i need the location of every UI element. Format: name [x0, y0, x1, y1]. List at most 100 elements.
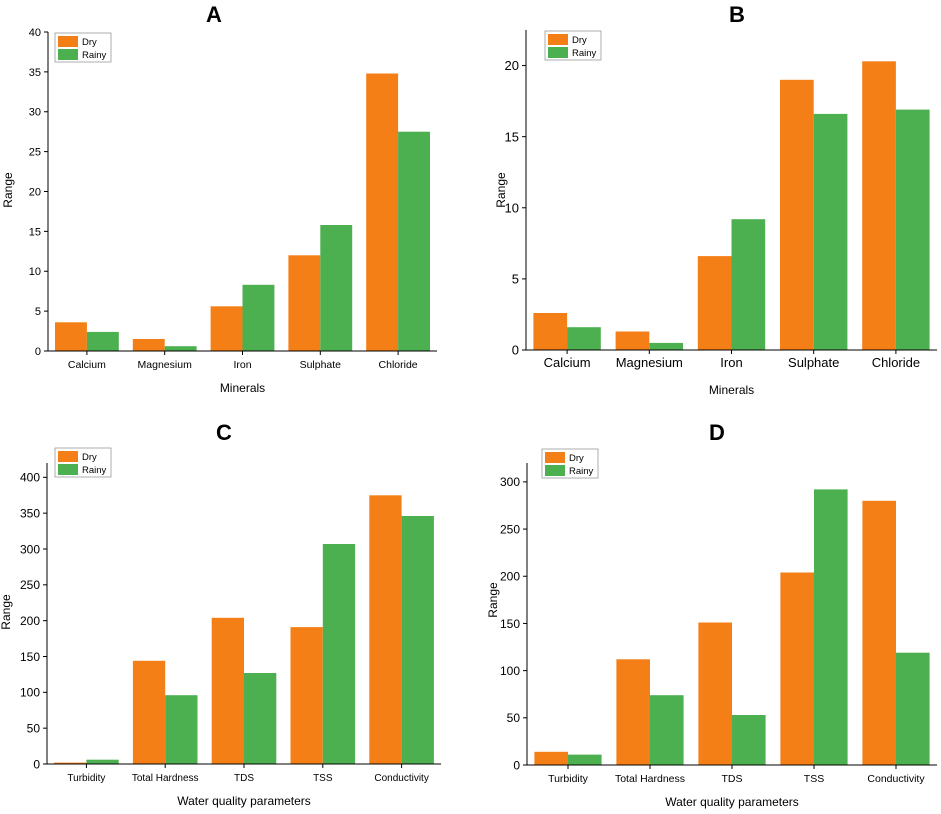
panel-d-ytick-label-4: 200	[500, 570, 520, 584]
panel-d-ytick-label-2: 100	[500, 664, 520, 678]
panel-b-legend-label-rainy: Rainy	[572, 48, 597, 59]
panel-b-legend-swatch-rainy	[548, 47, 568, 58]
panel-b-bar-dry-4	[862, 61, 896, 351]
panel-a-ytick-label-7: 35	[29, 67, 41, 79]
panel-b-ytick-label-0: 0	[512, 343, 519, 358]
panel-a-bar-dry-0	[55, 322, 87, 351]
panel-d-bar-rainy-1	[650, 695, 684, 765]
panel-d-legend-label-rainy: Rainy	[569, 466, 594, 477]
panel-c-bar-dry-2	[211, 617, 244, 764]
panel-a-category-label-0: Calcium	[68, 359, 106, 371]
panel-d-bar-dry-3	[780, 572, 814, 765]
panel-a-bar-dry-2	[210, 306, 243, 351]
panel-a-y-axis-title: Range	[1, 172, 15, 208]
panel-c-ytick-label-1: 50	[27, 721, 41, 735]
panel-d-legend-swatch-rainy	[545, 465, 565, 476]
panel-c-label: C	[216, 420, 232, 445]
panel-a-ytick-label-4: 20	[29, 186, 41, 198]
panel-c-x-axis-title: Water quality parameters	[177, 794, 311, 808]
panel-a-category-label-4: Chloride	[379, 359, 418, 371]
panel-d-category-label-3: TSS	[804, 773, 824, 785]
panel-c-ytick-label-5: 250	[20, 578, 40, 592]
panel-d-category-label-0: Turbidity	[548, 773, 589, 785]
panel-c-bar-rainy-0	[86, 759, 119, 764]
panel-b-ytick-label-2: 10	[505, 200, 519, 215]
panel-b-legend-label-dry: Dry	[572, 35, 587, 46]
panel-b-category-label-4: Chloride	[872, 355, 920, 370]
panel-d-ytick-label-6: 300	[500, 475, 520, 489]
panel-b-ytick-label-1: 5	[512, 272, 519, 287]
panel-d-x-axis-title: Water quality parameters	[665, 795, 799, 809]
panel-c-ytick-label-8: 400	[20, 471, 40, 485]
panel-b-category-label-1: Magnesium	[616, 355, 683, 370]
panel-a-label: A	[206, 2, 222, 27]
panel-d-bar-rainy-3	[814, 489, 848, 765]
panel-a-ytick-label-8: 40	[29, 27, 41, 39]
panel-c-category-label-3: TSS	[313, 773, 333, 784]
panel-b-category-label-3: Sulphate	[788, 355, 839, 370]
panel-b-bar-dry-0	[533, 313, 568, 350]
panel-d-bar-rainy-4	[896, 652, 930, 765]
panel-c-category-label-4: Conductivity	[374, 773, 428, 784]
panel-b-category-label-0: Calcium	[544, 355, 591, 370]
panel-c-legend-label-rainy: Rainy	[82, 465, 107, 476]
panel-a-ytick-label-0: 0	[35, 346, 41, 358]
panel-b-y-axis-title: Range	[494, 172, 508, 208]
panel-d-bar-dry-1	[616, 659, 650, 765]
panel-a-bar-rainy-3	[320, 225, 353, 351]
panel-c-category-label-0: Turbidity	[67, 773, 105, 784]
panel-b-category-label-2: Iron	[720, 355, 742, 370]
panel-d-label: D	[709, 420, 725, 445]
panel-d-bar-dry-0	[534, 751, 568, 765]
panel-a-legend-label-dry: Dry	[82, 37, 97, 48]
panel-c-bar-dry-0	[54, 762, 87, 764]
panel-b-bar-rainy-4	[895, 109, 930, 350]
panel-a-ytick-label-6: 30	[29, 107, 41, 119]
panel-a-category-label-3: Sulphate	[300, 359, 342, 371]
panel-a-legend-swatch-dry	[58, 36, 78, 47]
panel-c-bar-rainy-2	[244, 673, 277, 764]
panel-a-ytick-label-2: 10	[29, 266, 41, 278]
panel-b-bar-dry-3	[780, 79, 814, 351]
panel-a-bar-dry-4	[366, 73, 399, 351]
panel-d-legend-swatch-dry	[545, 452, 565, 463]
panel-b-bar-dry-1	[615, 331, 650, 350]
panel-b-bar-rainy-1	[649, 342, 683, 350]
panel-a-category-label-1: Magnesium	[138, 359, 193, 371]
panel-b-ytick-label-4: 20	[505, 58, 519, 73]
panel-c-ytick-label-0: 0	[33, 757, 40, 771]
panel-d-category-label-2: TDS	[722, 773, 743, 785]
panel-a-legend-label-rainy: Rainy	[82, 50, 107, 61]
panel-d-category-label-1: Total Hardness	[615, 773, 685, 785]
panel-a-bar-rainy-2	[242, 284, 275, 351]
panel-d-legend-label-dry: Dry	[569, 453, 584, 464]
panel-a-bar-rainy-1	[164, 346, 197, 351]
panel-d-ytick-label-0: 0	[513, 758, 520, 772]
panel-b-bar-rainy-0	[567, 327, 601, 350]
panel-a-ytick-label-3: 15	[29, 226, 41, 238]
panel-c-ytick-label-7: 350	[20, 506, 40, 520]
panel-a-legend-swatch-rainy	[58, 49, 78, 60]
panel-b-label: B	[729, 2, 745, 27]
panel-c-category-label-2: TDS	[234, 773, 254, 784]
panel-c-ytick-label-2: 100	[20, 686, 40, 700]
panel-c-category-label-1: Total Hardness	[132, 773, 199, 784]
panel-a-bar-rainy-4	[398, 131, 430, 351]
panel-c-legend-swatch-dry	[58, 451, 78, 462]
panel-c-y-axis-title: Range	[0, 594, 13, 630]
panel-d-y-axis-title: Range	[486, 582, 500, 618]
panel-a-bar-rainy-0	[86, 331, 119, 351]
panel-c-bar-dry-1	[132, 660, 166, 764]
panel-a-ytick-label-1: 5	[35, 306, 41, 318]
panel-d-bar-rainy-2	[732, 715, 766, 765]
panel-c-ytick-label-3: 150	[20, 650, 40, 664]
panel-c-legend-label-dry: Dry	[82, 452, 97, 463]
panel-d-bar-dry-4	[862, 500, 896, 766]
panel-a-bar-dry-1	[132, 339, 165, 351]
panel-c-bar-dry-4	[369, 495, 402, 765]
panel-d-bar-rainy-0	[568, 754, 602, 765]
panel-d-bar-dry-2	[698, 622, 732, 765]
panel-d-ytick-label-1: 50	[507, 711, 521, 725]
panel-b-x-axis-title: Minerals	[709, 383, 754, 397]
